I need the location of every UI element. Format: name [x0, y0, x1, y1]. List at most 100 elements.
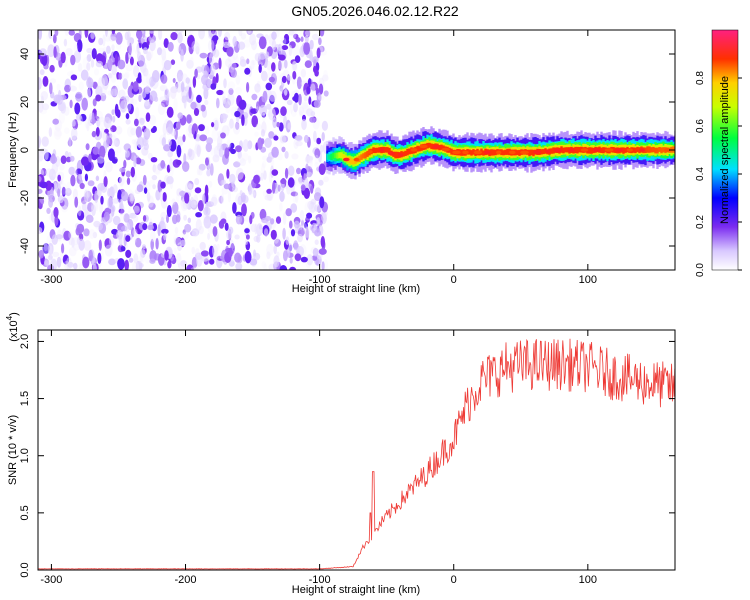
- spectrogram-noise-speck: [229, 173, 236, 184]
- spectrogram-noise-speck: [115, 125, 123, 135]
- spectrogram-band-cell: [338, 152, 341, 159]
- spectrogram-y-ticks: 40 20 0 -20 -40: [19, 48, 675, 254]
- spectrogram-noise-speck: [235, 262, 243, 270]
- spectrogram-noise-speck: [61, 243, 65, 254]
- spectrogram-noise-speck: [70, 74, 78, 81]
- spectrogram-noise-speck: [106, 135, 110, 148]
- spectrogram-band-cell: [576, 146, 579, 154]
- spectrogram-noise-speck: [281, 146, 286, 153]
- spectrogram-noise-speck: [220, 132, 226, 139]
- spectrogram-noise-speck: [63, 38, 68, 47]
- spectrogram-noise-speck: [63, 230, 71, 241]
- spectrogram-noise-speck: [246, 58, 250, 65]
- spectrogram-noise-speck: [127, 191, 131, 198]
- spectrogram-noise-speck: [157, 224, 161, 237]
- spectrogram-noise-speck: [133, 232, 137, 244]
- spectrogram-noise-speck: [321, 213, 327, 223]
- spectrogram-noise-speck: [152, 125, 157, 133]
- spectrogram-noise-speck: [284, 167, 289, 179]
- spectrogram-noise-speck: [279, 202, 283, 212]
- spectrogram-noise-speck: [234, 195, 242, 205]
- spectrogram-noise-speck: [42, 76, 49, 87]
- spectrogram-noise-speck: [194, 187, 202, 194]
- colorbar-tick-label: 0.8: [695, 71, 706, 85]
- spectrogram-noise-speck: [108, 258, 116, 266]
- spectrogram-noise-speck: [119, 176, 124, 187]
- spectrogram-noise-speck: [110, 71, 117, 84]
- spectrogram-noise-speck: [118, 208, 125, 214]
- spectrogram-noise-speck: [56, 83, 61, 91]
- spectrogram-noise-speck: [300, 184, 306, 191]
- chart-title: GN05.2026.046.02.12.R22: [291, 3, 459, 19]
- spectrogram-band-cell: [336, 152, 339, 159]
- spectrogram-noise-speck: [186, 59, 194, 69]
- spectrogram-noise-speck: [204, 184, 209, 197]
- spectrogram-noise-speck: [201, 250, 209, 257]
- spectrogram-noise-speck: [230, 148, 237, 155]
- spectrogram-noise-speck: [177, 45, 182, 52]
- spectrogram-noise-speck: [182, 134, 186, 143]
- snr-multiplier-exp: 4: [5, 315, 14, 320]
- colorbar-label: Normalized spectral amplitude: [719, 76, 731, 224]
- spectrogram-noise-speck: [299, 244, 307, 256]
- spectrogram-noise-speck: [111, 156, 118, 164]
- spectrogram-noise-speck: [206, 137, 214, 145]
- spectrogram-noise-speck: [87, 88, 91, 99]
- spectrogram-noise-speck: [83, 189, 89, 203]
- spectrogram-noise-speck: [126, 177, 131, 185]
- spectrogram-noise-speck: [100, 195, 104, 205]
- spectrogram-noise-speck: [103, 116, 112, 129]
- spectrogram-noise-speck: [164, 89, 168, 96]
- colorbar-ticks: 0.0 0.2 0.4 0.6 0.8: [695, 71, 742, 277]
- spectrogram-noise-speck: [245, 234, 250, 240]
- spectrogram-band-cell: [634, 147, 637, 154]
- spectrogram-noise-speck: [150, 157, 158, 163]
- spectrogram-noise-speck: [270, 158, 275, 168]
- spectrogram-band-cell: [358, 155, 361, 162]
- spectrogram-noise-speck: [95, 85, 103, 98]
- spectrogram-noise-speck: [268, 76, 275, 83]
- spectrogram-noise-speck: [117, 177, 122, 184]
- spectrogram-noise-speck: [119, 167, 126, 173]
- spectrogram-noise-speck: [127, 103, 133, 111]
- spectrogram-band-peak: [484, 150, 491, 155]
- spectrogram-noise-speck: [170, 59, 176, 65]
- spectrogram-band-cell: [404, 150, 407, 156]
- spectrogram-noise-speck: [44, 260, 49, 266]
- spectrogram-band-peak: [615, 148, 624, 152]
- spectrogram-noise-speck: [300, 68, 307, 78]
- spectrogram-noise-speck: [292, 70, 297, 80]
- spectrogram-noise-speck: [321, 261, 325, 270]
- spectrogram-noise-speck: [317, 94, 325, 101]
- spectrogram-noise-speck: [202, 193, 206, 205]
- spectrogram-noise-speck: [319, 144, 324, 153]
- spectrogram-noise-speck: [95, 127, 100, 137]
- spectrogram-noise-speck: [69, 99, 73, 109]
- spectrogram-noise-speck: [38, 149, 44, 162]
- spectrogram-noise-speck: [196, 167, 201, 176]
- spectrogram-noise-speck: [232, 35, 237, 47]
- spectrogram-noise-speck: [278, 54, 286, 61]
- spectrogram-noise-speck: [70, 54, 76, 66]
- spectrogram-noise-speck: [38, 196, 45, 206]
- spectrogram-noise-speck: [47, 188, 54, 199]
- spectrogram-noise-speck: [146, 73, 152, 85]
- spectrogram-noise-speck: [111, 44, 115, 51]
- spectrogram-noise-speck: [102, 34, 106, 47]
- spectrogram-band-cell: [574, 146, 577, 154]
- spectrogram-noise-speck: [180, 239, 186, 247]
- spectrogram-noise-speck: [266, 251, 271, 260]
- spectrogram-noise-speck: [176, 122, 182, 130]
- spectrogram-noise-speck: [95, 94, 102, 102]
- svg-text:(x104): (x104): [5, 312, 20, 342]
- spectrogram-noise-speck: [170, 256, 177, 265]
- spectrogram-noise-speck: [230, 62, 237, 70]
- spectrogram-noise-speck: [293, 33, 299, 40]
- spectrogram-noise-speck: [275, 216, 282, 224]
- spectrogram-noise-speck: [190, 266, 199, 270]
- spectrogram-band-cell: [396, 151, 399, 159]
- spectrogram-noise-speck: [43, 241, 48, 252]
- spectrogram-panel: -300 -200 -100 0 100 40 20 0 -20 -40 Height of s…: [7, 29, 676, 295]
- spectrogram-noise-speck: [303, 187, 310, 199]
- spectrogram-noise-speck: [104, 35, 111, 42]
